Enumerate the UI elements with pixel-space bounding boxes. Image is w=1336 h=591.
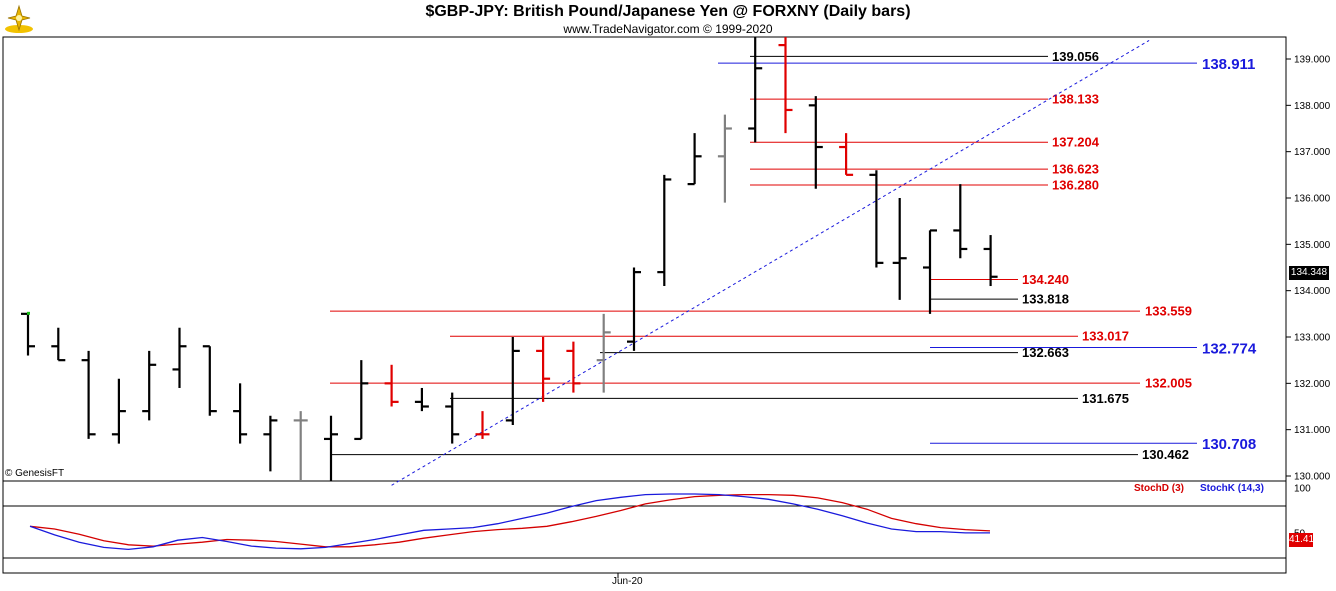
ohlc-bar: [566, 341, 581, 393]
ohlc-bar: [475, 411, 490, 439]
ohlc-bar: [81, 350, 96, 439]
ohlc-bar: [142, 350, 157, 421]
level-label: 130.462: [1142, 447, 1189, 462]
signal-marker: [27, 311, 30, 315]
ohlc-bar: [687, 133, 702, 186]
level-lines: 139.056 138.911 138.133 137.204 136.623136.2…: [330, 49, 1257, 462]
ohlc-bar: [596, 313, 611, 393]
ohlc-bar: [263, 415, 278, 472]
copyright-label: © GenesisFT: [5, 468, 65, 479]
y-tick-label: 132.000: [1294, 379, 1331, 390]
price-bars: [21, 37, 998, 481]
ohlc-bar: [627, 267, 641, 351]
y-axis: 130.000 131.000 132.000 133.000 134.000 135.0…: [1286, 55, 1331, 483]
level-label: 132.663: [1022, 345, 1069, 360]
ohlc-bar: [293, 411, 308, 481]
last-stoch-marker: 41.41: [1289, 533, 1315, 547]
level-label: 136.280: [1052, 178, 1099, 193]
y-tick-label: 139.000: [1294, 55, 1331, 66]
legend-stoch-k[interactable]: StochK (14,3): [1200, 483, 1264, 494]
stoch-axis: 10050: [1294, 484, 1311, 540]
ohlc-bar: [111, 378, 126, 444]
ohlc-bar: [748, 37, 763, 143]
y-tick-label: 131.000: [1294, 425, 1331, 436]
level-label: 134.240: [1022, 272, 1069, 287]
ohlc-bar: [202, 345, 217, 416]
trade-navigator-logo: [2, 2, 36, 34]
y-tick-label: 135.000: [1294, 240, 1331, 251]
stoch-series-line: [29, 493, 990, 551]
chart-subtitle: www.TradeNavigator.com © 1999-2020: [563, 22, 773, 36]
ohlc-bar: [983, 235, 998, 287]
stoch-lines: [29, 493, 991, 551]
x-tick-label: Jun-20: [612, 576, 643, 587]
ohlc-bar: [505, 337, 520, 426]
trendline-path: [391, 40, 1150, 486]
level-label: 136.623: [1052, 162, 1099, 177]
ohlc-bar: [778, 37, 793, 134]
level-label: 138.911: [1202, 56, 1255, 73]
ohlc-bar: [233, 383, 248, 444]
ohlc-bar: [839, 133, 854, 176]
level-label: 138.133: [1052, 92, 1099, 107]
level-label: 132.774: [1202, 340, 1257, 357]
chart-title: $GBP-JPY: British Pound/Japanese Yen @ F…: [425, 3, 911, 20]
level-label: 131.675: [1082, 391, 1129, 406]
legend-stoch-d[interactable]: StochD (3): [1134, 483, 1184, 494]
ohlc-bar: [869, 170, 884, 268]
ohlc-bar: [324, 415, 338, 481]
y-tick-label: 138.000: [1294, 101, 1331, 112]
level-label: 133.818: [1022, 292, 1069, 307]
y-tick-label: 134.000: [1294, 286, 1331, 297]
stoch-tick-label: 100: [1294, 484, 1311, 495]
ohlc-bar: [657, 174, 672, 287]
ohlc-bar: [808, 96, 823, 189]
ohlc-bar: [953, 184, 968, 259]
ohlc-bar: [21, 312, 35, 356]
y-tick-label: 130.000: [1294, 472, 1331, 483]
level-label: 132.005: [1145, 376, 1192, 391]
y-tick-label: 133.000: [1294, 333, 1331, 344]
ohlc-bar: [172, 327, 187, 388]
level-label: 130.708: [1202, 436, 1256, 453]
level-label: 137.204: [1052, 135, 1100, 150]
level-label: 133.559: [1145, 304, 1192, 319]
ohlc-bar: [717, 114, 732, 203]
trendline: [391, 40, 1150, 486]
level-label: 133.017: [1082, 329, 1129, 344]
ohlc-bar: [923, 229, 937, 314]
y-tick-label: 137.000: [1294, 147, 1331, 158]
ohlc-bar: [51, 327, 66, 362]
last-price-marker: 134.348: [1289, 266, 1329, 280]
ohlc-bar: [892, 198, 907, 300]
ohlc-bar: [384, 364, 399, 407]
y-tick-label: 136.000: [1294, 194, 1331, 205]
stoch-series-line: [29, 493, 991, 548]
level-label: 139.056: [1052, 49, 1099, 64]
ohlc-bar: [536, 337, 551, 402]
ohlc-bar: [445, 392, 460, 444]
ohlc-bar: [414, 387, 429, 412]
ohlc-bar: [354, 360, 369, 441]
